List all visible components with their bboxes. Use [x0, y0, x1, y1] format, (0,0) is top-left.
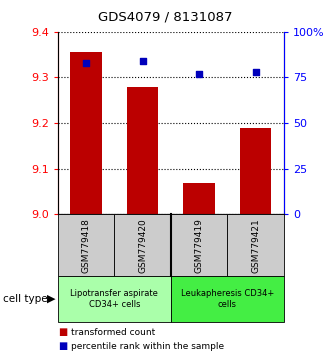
Bar: [71, 52, 102, 214]
Text: ■: ■: [58, 327, 67, 337]
Text: transformed count: transformed count: [71, 327, 155, 337]
Text: cell type: cell type: [3, 294, 48, 304]
Point: [196, 71, 202, 76]
Text: GSM779418: GSM779418: [82, 218, 90, 273]
Point: [253, 69, 258, 75]
Text: ▶: ▶: [47, 294, 55, 304]
Text: GSM779419: GSM779419: [194, 218, 204, 273]
Text: ■: ■: [58, 341, 67, 351]
Bar: [127, 87, 158, 214]
Text: percentile rank within the sample: percentile rank within the sample: [71, 342, 224, 351]
Point: [140, 58, 145, 64]
Text: GSM779421: GSM779421: [251, 218, 260, 273]
Bar: [183, 183, 214, 214]
Point: [83, 60, 89, 66]
Text: GDS4079 / 8131087: GDS4079 / 8131087: [98, 11, 232, 24]
Text: Leukapheresis CD34+
cells: Leukapheresis CD34+ cells: [181, 290, 274, 309]
Text: GSM779420: GSM779420: [138, 218, 147, 273]
Bar: [240, 127, 271, 214]
Text: Lipotransfer aspirate
CD34+ cells: Lipotransfer aspirate CD34+ cells: [70, 290, 158, 309]
